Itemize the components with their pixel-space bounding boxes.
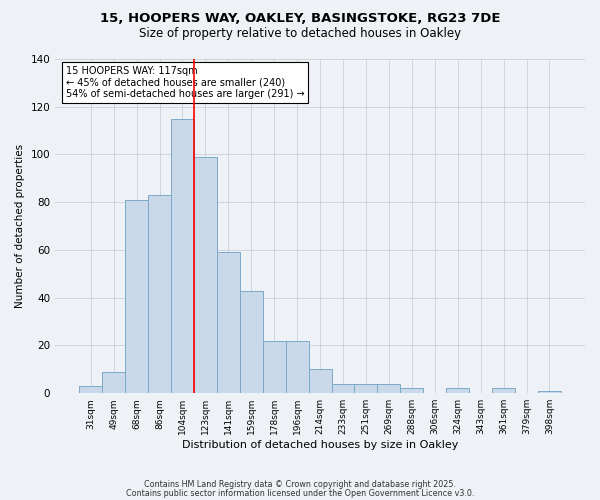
Bar	[446, 388, 469, 393]
Bar	[263, 340, 286, 393]
Bar	[377, 384, 400, 393]
Bar	[308, 370, 332, 393]
X-axis label: Distribution of detached houses by size in Oakley: Distribution of detached houses by size …	[182, 440, 458, 450]
Y-axis label: Number of detached properties: Number of detached properties	[15, 144, 25, 308]
Bar	[538, 391, 561, 393]
Bar	[194, 157, 217, 393]
Bar	[286, 340, 308, 393]
Bar	[400, 388, 423, 393]
Bar	[171, 118, 194, 393]
Text: Size of property relative to detached houses in Oakley: Size of property relative to detached ho…	[139, 28, 461, 40]
Text: Contains public sector information licensed under the Open Government Licence v3: Contains public sector information licen…	[126, 488, 474, 498]
Bar	[79, 386, 102, 393]
Bar	[355, 384, 377, 393]
Bar	[148, 195, 171, 393]
Text: 15, HOOPERS WAY, OAKLEY, BASINGSTOKE, RG23 7DE: 15, HOOPERS WAY, OAKLEY, BASINGSTOKE, RG…	[100, 12, 500, 26]
Bar	[492, 388, 515, 393]
Bar	[102, 372, 125, 393]
Bar	[125, 200, 148, 393]
Bar	[217, 252, 240, 393]
Text: Contains HM Land Registry data © Crown copyright and database right 2025.: Contains HM Land Registry data © Crown c…	[144, 480, 456, 489]
Bar	[332, 384, 355, 393]
Text: 15 HOOPERS WAY: 117sqm
← 45% of detached houses are smaller (240)
54% of semi-de: 15 HOOPERS WAY: 117sqm ← 45% of detached…	[66, 66, 304, 99]
Bar	[240, 290, 263, 393]
